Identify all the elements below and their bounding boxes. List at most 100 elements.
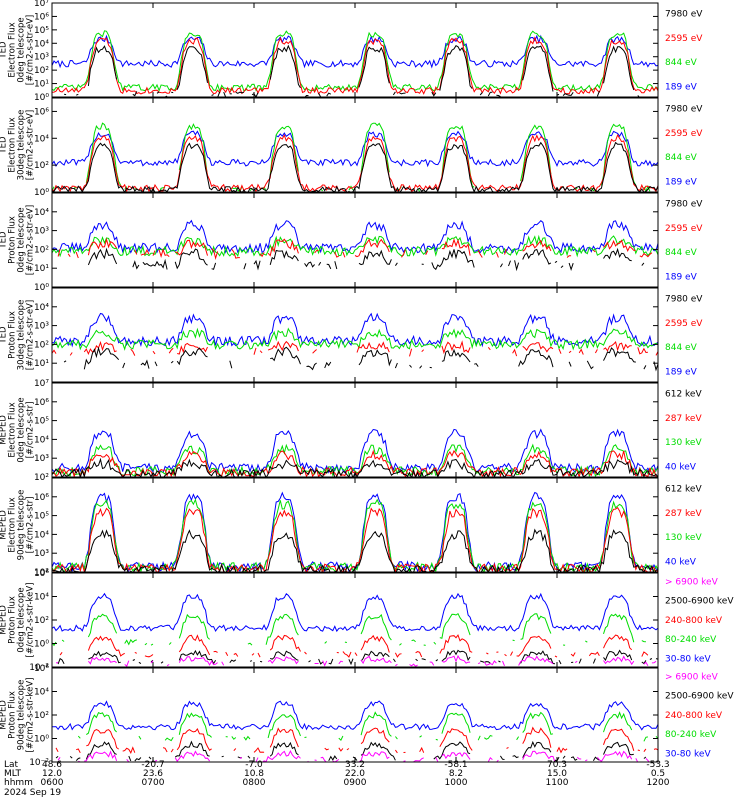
panel-ted-electron-30deg: 10⁶ 10⁴ 10² 10⁰ TED Electron Flux 30deg telesc… — [0, 97, 703, 198]
y-axis-label: TED Electron Flux 30deg telescope [#/cm2-s-… — [0, 110, 36, 181]
legend-entry: 612 keV — [665, 389, 702, 399]
series-2500-6900-kev — [57, 649, 658, 666]
y-axis-label-line: 0deg telescope — [17, 207, 27, 272]
x-tick-hhmm: 0600 — [41, 778, 64, 788]
y-axis-label-line: [#/cm2-s-str-eV] — [26, 110, 36, 180]
series-30-80-kev — [52, 592, 658, 633]
legend-entry: 844 eV — [665, 343, 698, 353]
x-tick-hhmm: 1200 — [647, 778, 670, 788]
x-tick-hhmm: 1000 — [445, 778, 468, 788]
series-30-80-kev — [52, 700, 658, 731]
legend-entry: 130 keV — [665, 533, 702, 543]
legend-entry: 844 eV — [665, 153, 698, 163]
y-tick-label: 10⁰ — [34, 735, 49, 745]
panel-meped-electron-0deg: 10⁷ 10⁶ 10⁵ 10⁴ 10³ 10² MEPED Electron Flux 0deg… — [0, 379, 702, 483]
y-tick-label: 10⁴ — [34, 39, 49, 49]
series-240-800-kev — [60, 635, 658, 657]
x-row-label: MLT — [4, 769, 22, 779]
series-7980-ev — [88, 249, 658, 270]
y-tick-label: 10⁶ — [34, 107, 49, 117]
series-2595-ev — [57, 237, 653, 260]
y-tick-label: 10² — [34, 711, 49, 721]
y-axis-label: MEPED Electron Flux 0deg telescope [#/cm2-s… — [0, 397, 36, 462]
series-189-ev — [52, 219, 658, 255]
series-2595-ev — [52, 133, 658, 192]
legend-entry: 612 keV — [665, 484, 702, 494]
y-tick-label: 10² — [34, 340, 49, 350]
panel-traces — [52, 312, 658, 372]
y-tick-label: 10⁰ — [34, 283, 49, 293]
x-tick-mlt: 15.0 — [547, 769, 567, 779]
x-tick-hhmm: 0900 — [344, 778, 367, 788]
y-tick-label: 10⁰ — [34, 93, 49, 103]
y-tick-label: 10⁰ — [34, 188, 49, 198]
y-tick-label: 10³ — [34, 549, 49, 559]
panel-traces — [52, 219, 658, 270]
legend-entry: 287 keV — [665, 414, 702, 424]
legend-entry: 2595 eV — [665, 224, 703, 234]
y-tick-label: 10¹ — [34, 80, 49, 90]
y-tick-label: 10⁴ — [34, 688, 49, 698]
series-2595-ev — [52, 340, 658, 357]
y-axis-label-line: TED — [0, 41, 9, 60]
y-axis-label-line: TED — [0, 231, 9, 250]
y-axis-label-line: [#/cm2-s-str-eV] — [26, 15, 36, 85]
x-tick-lat: 48.6 — [42, 760, 62, 770]
y-tick-label: 10⁶ — [34, 493, 49, 503]
y-tick-label: 10⁻² — [29, 663, 49, 673]
y-axis-label-line: TED — [0, 326, 9, 345]
x-row-label: Lat — [4, 760, 19, 770]
x-axis-labels: LatMLThhmm48.612.00600-20.723.60700-7.01… — [4, 760, 670, 798]
x-tick-lat: 70.3 — [547, 760, 567, 770]
legend-entry: 189 eV — [665, 83, 698, 93]
y-axis-label-line: Electron Flux — [8, 402, 18, 457]
y-tick-label: 10² — [34, 245, 49, 255]
y-axis-label: MEPED Proton Flux 90deg telescope [#/cm2-s-… — [0, 678, 36, 753]
panel-ted-electron-0deg: 10⁷ 10⁶ 10⁵ 10⁴ 10³ 10² 10¹ 10⁰ TED Electron Flux… — [0, 0, 703, 103]
legend-entry: > 6900 keV — [665, 672, 719, 682]
y-tick-label: 10⁴ — [34, 303, 49, 313]
y-tick-label: 10⁵ — [34, 512, 49, 522]
legend-entry: 40 keV — [665, 463, 697, 473]
y-tick-label: 10² — [34, 473, 49, 483]
y-tick-label: 10² — [34, 568, 49, 578]
panel-traces — [52, 428, 658, 477]
legend-entry: 30-80 keV — [665, 750, 711, 760]
y-tick-label: 10⁴ — [34, 530, 49, 540]
series-2595-ev — [52, 36, 658, 95]
series-844-ev — [52, 123, 658, 193]
x-tick-mlt: 10.8 — [244, 769, 264, 779]
y-axis-label-line: 30deg telescope — [17, 300, 27, 371]
x-tick-mlt: 22.0 — [345, 769, 365, 779]
y-axis-label-line: [#/cm2-s-str-eV] — [26, 300, 36, 370]
y-tick-label: 10² — [34, 66, 49, 76]
y-axis-label: MEPED Electron Flux 90deg telescope [#/cm2-… — [0, 490, 36, 561]
y-tick-label: 10² — [34, 616, 49, 626]
legend-entry: 7980 eV — [665, 294, 703, 304]
y-axis-label-line: Proton Flux — [8, 311, 18, 359]
y-tick-label: 10² — [34, 161, 49, 171]
y-tick-label: 10³ — [34, 454, 49, 464]
series-40-kev — [52, 428, 658, 475]
series-7980-ev — [63, 346, 658, 372]
x-tick-mlt: 12.0 — [42, 769, 62, 779]
legend-entry: 7980 eV — [665, 199, 703, 209]
x-tick-lat: -20.7 — [141, 760, 164, 770]
x-date-label: 2024 Sep 19 — [4, 788, 61, 798]
legend-entry: 130 keV — [665, 438, 702, 448]
y-tick-label: 10⁶ — [34, 398, 49, 408]
panel-frame — [51, 477, 659, 573]
y-tick-label: 10⁴ — [34, 208, 49, 218]
x-row-label: hhmm — [4, 778, 33, 788]
x-tick-lat: 33.2 — [345, 760, 365, 770]
legend-entry: 7980 eV — [665, 104, 703, 114]
panel-traces — [52, 123, 658, 193]
series-844-ev — [52, 30, 658, 93]
legend-entry: 189 eV — [665, 368, 698, 378]
legend-entry: 2500-6900 keV — [665, 596, 734, 606]
panel-ted-proton-0deg: 10⁴ 10³ 10² 10¹ 10⁰ TED Proton Flux 0deg telesc… — [0, 192, 703, 293]
y-axis-label-line: Electron Flux — [8, 117, 18, 172]
legend-entry: > 6900 keV — [665, 577, 719, 587]
